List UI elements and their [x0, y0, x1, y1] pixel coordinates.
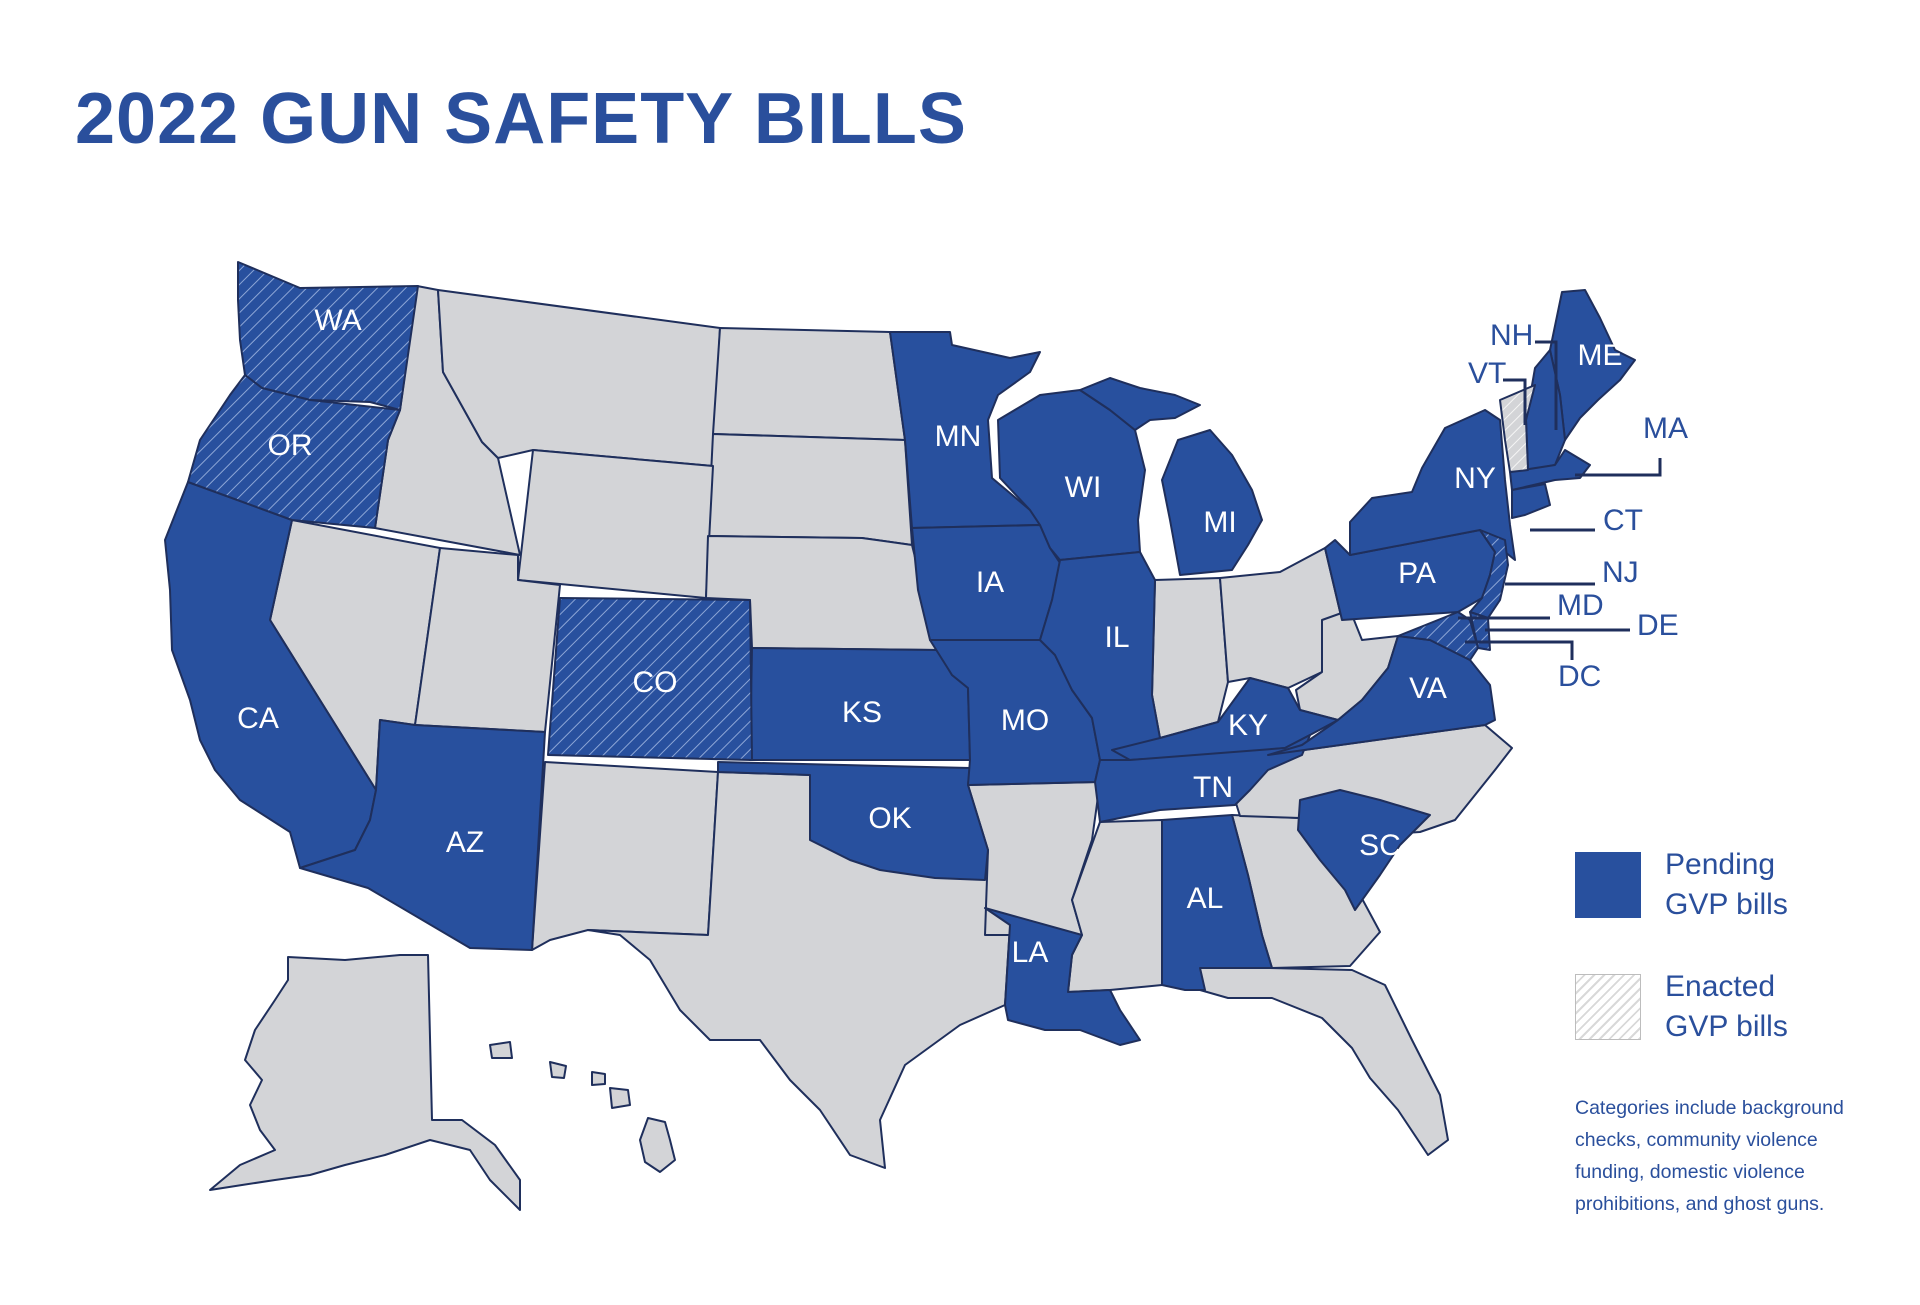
label-pa: PA — [1398, 557, 1436, 590]
state-nm — [531, 761, 719, 951]
label-az: AZ — [446, 826, 484, 859]
state-ca — [164, 481, 377, 869]
legend: Pending GVP bills Enacted GVP bills — [1575, 845, 1805, 1089]
label-co: CO — [633, 666, 678, 699]
state-mi — [1079, 377, 1263, 576]
label-ia: IA — [976, 566, 1004, 599]
label-tn: TN — [1193, 771, 1233, 804]
label-il: IL — [1104, 621, 1129, 654]
label-va: VA — [1409, 672, 1447, 705]
categories-note: Categories include background checks, co… — [1575, 1097, 1844, 1215]
state-or — [187, 374, 401, 529]
state-la — [984, 907, 1141, 1046]
state-co — [547, 597, 753, 761]
state-va — [1267, 635, 1496, 756]
legend-item-pending: Pending GVP bills — [1575, 845, 1805, 925]
state-sc — [1297, 789, 1431, 911]
label-mn: MN — [935, 420, 982, 453]
label-dc: DC — [1558, 660, 1601, 693]
label-nh: NH — [1490, 319, 1533, 352]
legend-label-enacted: Enacted GVP bills — [1665, 970, 1788, 1043]
state-labels: WA OR CA AZ CO KS OK MN IA MO LA WI IL M… — [237, 304, 1622, 969]
label-mi: MI — [1203, 506, 1236, 539]
label-ct: CT — [1603, 504, 1643, 537]
enacted-swatch — [1575, 974, 1641, 1040]
label-ny: NY — [1454, 462, 1496, 495]
label-ma: MA — [1643, 412, 1688, 445]
state-fl — [1177, 967, 1449, 1156]
state-az — [299, 719, 546, 951]
state-al — [1161, 814, 1273, 991]
state-mt — [437, 289, 721, 467]
label-wa: WA — [314, 304, 361, 337]
label-me: ME — [1578, 339, 1623, 372]
label-nj: NJ — [1602, 556, 1639, 589]
label-mo: MO — [1001, 704, 1049, 737]
label-or: OR — [268, 429, 313, 462]
label-sc: SC — [1359, 829, 1401, 862]
label-ca: CA — [237, 702, 279, 735]
state-ct — [1511, 483, 1551, 519]
state-nd — [712, 327, 906, 441]
legend-label-pending: Pending GVP bills — [1665, 848, 1788, 921]
label-al: AL — [1187, 882, 1224, 915]
label-md: MD — [1557, 589, 1604, 622]
state-sd — [707, 433, 913, 546]
state-in — [1151, 577, 1229, 739]
pending-swatch — [1575, 852, 1641, 918]
label-vt: VT — [1468, 357, 1506, 390]
state-ak — [209, 954, 521, 1211]
label-ky: KY — [1228, 709, 1268, 742]
legend-item-enacted: Enacted GVP bills — [1575, 967, 1805, 1047]
label-ks: KS — [842, 696, 882, 729]
label-ok: OK — [868, 802, 911, 835]
page-title: 2022 GUN SAFETY BILLS — [75, 79, 967, 159]
state-hi — [489, 1041, 676, 1173]
label-la: LA — [1012, 936, 1049, 969]
northeast-callouts: NH VT MA CT NJ MD DE DC — [1458, 319, 1688, 693]
label-wi: WI — [1065, 471, 1102, 504]
label-de: DE — [1637, 609, 1679, 642]
state-tn — [1094, 734, 1311, 823]
state-wy — [517, 449, 714, 599]
